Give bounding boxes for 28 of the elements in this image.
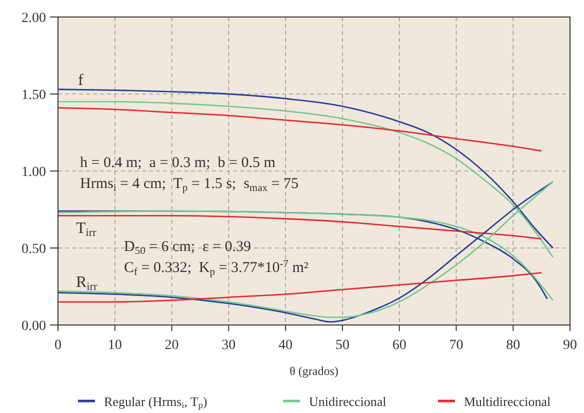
line-series [57, 214, 542, 240]
y-tick-label: 0.00 [22, 318, 46, 334]
legend-label: Regular (Hrms$_{i}$, T$_{p}$) [104, 394, 208, 410]
y-tick-label: 1.00 [22, 164, 46, 180]
annotation: T$_{irr}$ [76, 220, 97, 239]
x-tick-label: 10 [108, 338, 122, 353]
x-tick-label: 70 [449, 338, 464, 353]
annotation: R$_{irr}$ [76, 274, 98, 293]
y-tick-label: 0.50 [22, 242, 46, 257]
line-series [57, 107, 542, 152]
x-tick-label: 20 [164, 338, 179, 353]
annotation: f [78, 72, 84, 89]
annotation: Hrms$_{i}$ = 4 cm; T$_{p}$ = 1.5 s; s$_{max}$ = 75 [80, 176, 298, 194]
x-tick-label: 60 [392, 338, 406, 353]
x-tick-label: 50 [335, 338, 350, 353]
y-tick-label: 1.50 [22, 88, 46, 103]
x-tick-label: 90 [563, 338, 577, 353]
x-tick-label: 30 [222, 338, 236, 353]
annotation: D$_{50}$ = 6 cm; ε = 0.39 [124, 239, 252, 257]
legend-label: Multidireccional [464, 394, 552, 409]
annotation: C$_{f}$ = 0.332; K$_{p}$ = 3.77*10$^{-7}$ m² [124, 259, 309, 278]
x-tick-label: 80 [506, 338, 520, 353]
annotation: h = 0.4 m; a = 0.3 m; b = 0.5 m [80, 155, 276, 171]
x-axis-title: θ (grados) [290, 364, 338, 378]
y-tick-label: 2.00 [22, 10, 46, 26]
legend-label: Unidireccional [309, 394, 387, 409]
x-tick-label: 0 [54, 338, 62, 353]
x-tick-label: 40 [278, 338, 293, 353]
